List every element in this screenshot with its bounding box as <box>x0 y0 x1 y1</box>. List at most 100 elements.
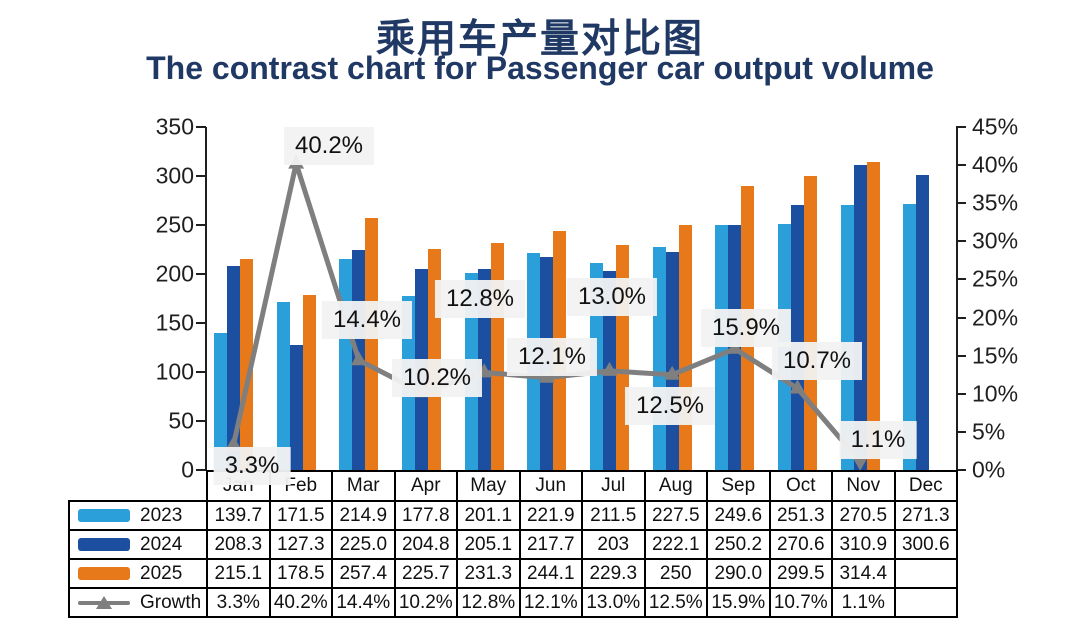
bar-2024-Jun <box>540 256 554 470</box>
cell-Growth-Feb: 40.2% <box>268 587 333 618</box>
chart-title-english: The contrast chart for Passenger car out… <box>146 50 934 86</box>
cell-2023-Nov: 270.5 <box>831 500 896 531</box>
right-axis-tick-label: 25% <box>972 265 1019 292</box>
cell-2024-Oct: 270.6 <box>768 529 833 560</box>
cell-2024-Jun: 217.7 <box>518 529 583 560</box>
bar-2024-Feb <box>289 345 303 470</box>
bar-2023-Sep <box>715 225 729 470</box>
bar-2023-Jul <box>590 262 603 470</box>
bar-2025-Feb <box>302 295 316 470</box>
right-axis-tick-label: 40% <box>972 151 1019 178</box>
bar-2025-Jun <box>553 230 567 470</box>
bar-2023-Jun <box>527 252 541 470</box>
bar-2025-Mar <box>365 217 379 470</box>
right-axis-tick <box>956 278 966 281</box>
right-axis-tick <box>956 430 966 433</box>
bar-2024-Jan <box>227 265 240 470</box>
right-axis-line <box>956 127 958 470</box>
cell-Growth-Nov: 1.1% <box>831 587 896 618</box>
month-header-Oct: Oct <box>768 470 833 502</box>
cell-2023-Sep: 249.6 <box>706 500 771 531</box>
right-axis-tick <box>956 354 966 357</box>
cell-2024-Jul: 203 <box>581 529 646 560</box>
chart-title-chinese: 乘用车产量对比图 <box>375 18 704 61</box>
bar-2024-May <box>477 269 491 470</box>
bar-2024-Sep <box>728 224 742 470</box>
growth-data-label-Feb: 40.2% <box>283 127 375 165</box>
cell-2024-Dec: 300.6 <box>893 529 958 560</box>
cell-2024-Jan: 208.3 <box>206 529 271 560</box>
cell-2024-May: 205.1 <box>456 529 521 560</box>
month-header-Jun: Jun <box>518 470 583 502</box>
cell-2023-May: 201.1 <box>456 500 521 531</box>
cell-2024-Aug: 222.1 <box>643 529 708 560</box>
bar-2023-May <box>464 272 478 470</box>
bar-2024-Oct <box>791 204 804 470</box>
bar-2025-Apr <box>428 248 441 470</box>
right-axis-tick-label: 5% <box>972 418 1006 445</box>
right-axis-tick <box>956 392 966 395</box>
cell-2024-Sep: 250.2 <box>706 529 771 560</box>
month-header-Dec: Dec <box>893 470 958 502</box>
bar-2023-Mar <box>339 259 353 470</box>
table-row-2023: 2023 139.7 171.5 214.9 177.8 201.1 221.9 211.5 2… <box>68 500 958 531</box>
cell-Growth-Apr: 10.2% <box>393 587 458 618</box>
cell-2024-Nov: 310.9 <box>831 529 896 560</box>
cell-Growth-Aug: 12.5% <box>643 587 708 618</box>
cell-2024-Mar: 225.0 <box>331 529 396 560</box>
left-axis-tick-label: 250 <box>155 211 194 238</box>
cell-Growth-Dec <box>893 587 958 618</box>
cell-2025-Aug: 250 <box>643 558 708 589</box>
table-row-Growth: Growth 3.3% 40.2% 14.4% 10.2% 12.8% 12.1% 13.0%… <box>68 587 958 618</box>
legend-label-2025: 2025 <box>140 562 183 584</box>
cell-2025-Jun: 244.1 <box>518 558 583 589</box>
left-axis-tick <box>196 469 206 471</box>
bar-2024-Jul <box>603 271 616 470</box>
cell-2024-Feb: 127.3 <box>268 529 333 560</box>
month-header-Nov: Nov <box>831 470 896 502</box>
legend-label-2024: 2024 <box>140 533 183 555</box>
cell-2023-Dec: 271.3 <box>893 500 958 531</box>
cell-Growth-Sep: 15.9% <box>706 587 771 618</box>
bar-2025-May <box>490 243 504 470</box>
left-axis-tick-label: 200 <box>155 260 194 287</box>
bar-2023-Oct <box>778 223 791 470</box>
right-axis-tick-label: 10% <box>972 380 1019 407</box>
legend-cell-2023: 2023 <box>68 500 208 531</box>
left-axis-tick-label: 100 <box>155 358 194 385</box>
month-header-Aug: Aug <box>643 470 708 502</box>
month-header-Apr: Apr <box>393 470 458 502</box>
right-axis-tick <box>956 126 966 128</box>
left-axis-tick <box>196 126 206 128</box>
left-axis-tick <box>196 175 206 177</box>
cell-2025-Sep: 290.0 <box>706 558 771 589</box>
legend-swatch-2023 <box>78 509 130 522</box>
cell-2023-Mar: 214.9 <box>331 500 396 531</box>
cell-2025-Jan: 215.1 <box>206 558 271 589</box>
legend-label-Growth: Growth <box>140 591 202 613</box>
legend-label-2023: 2023 <box>140 504 183 526</box>
legend-cell-2024: 2024 <box>68 529 208 560</box>
right-axis-tick-label: 35% <box>972 189 1019 216</box>
cell-2023-Feb: 171.5 <box>268 500 333 531</box>
cell-2025-Oct: 299.5 <box>768 558 833 589</box>
cell-2023-Apr: 177.8 <box>393 500 458 531</box>
month-header-Feb: Feb <box>268 470 333 502</box>
legend-swatch-2024 <box>78 538 130 551</box>
cell-2024-Apr: 204.8 <box>393 529 458 560</box>
bar-2024-Dec <box>916 175 930 470</box>
left-axis-tick-label: 350 <box>155 113 194 140</box>
cell-2023-Jan: 139.7 <box>206 500 271 531</box>
bar-2023-Nov <box>840 204 854 470</box>
month-header-May: May <box>456 470 521 502</box>
bar-2025-Sep <box>741 185 755 470</box>
month-header-Sep: Sep <box>706 470 771 502</box>
left-axis-tick <box>196 371 206 373</box>
bar-2023-Aug <box>652 247 666 470</box>
bar-2025-Aug <box>678 225 692 470</box>
bar-2025-Nov <box>866 161 880 470</box>
bar-2023-Apr <box>402 295 415 470</box>
right-axis-tick <box>956 316 966 319</box>
bar-2025-Jan <box>240 259 253 470</box>
